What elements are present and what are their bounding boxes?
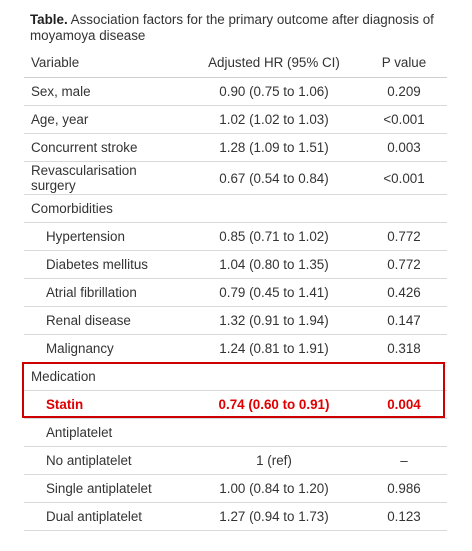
table-section-row: Comorbidities	[24, 195, 447, 223]
table-row: Dual antiplatelet 1.27 (0.94 to 1.73) 0.…	[24, 503, 447, 531]
row-variable: Sex, male	[31, 84, 91, 99]
row-p-value: 0.426	[387, 285, 421, 300]
row-variable: Renal disease	[46, 313, 131, 328]
table-row: Single antiplatelet 1.00 (0.84 to 1.20) …	[24, 475, 447, 503]
caption-label: Table.	[30, 12, 68, 27]
row-hr: 0.67 (0.54 to 0.84)	[219, 170, 329, 186]
table-row: Hypertension 0.85 (0.71 to 1.02) 0.772	[24, 223, 447, 251]
results-table: Variable Adjusted HR (95% CI) P value Se…	[24, 48, 447, 531]
row-variable: Revascularisation surgery	[31, 163, 137, 193]
header-p-value: P value	[381, 55, 427, 70]
row-p-value: 0.318	[387, 341, 421, 356]
section-label: Medication	[31, 369, 96, 384]
row-variable: No antiplatelet	[46, 453, 132, 468]
table-row: Age, year 1.02 (1.02 to 1.03) <0.001	[24, 106, 447, 134]
table-row: No antiplatelet 1 (ref) –	[24, 447, 447, 475]
row-variable: Atrial fibrillation	[46, 285, 137, 300]
row-p-value: 0.004	[387, 397, 421, 412]
row-variable: Concurrent stroke	[31, 140, 138, 155]
table-row-highlighted: Statin 0.74 (0.60 to 0.91) 0.004	[24, 391, 447, 419]
section-label: Comorbidities	[31, 201, 113, 216]
row-hr: 1.27 (0.94 to 1.73)	[219, 509, 329, 524]
row-hr: 0.79 (0.45 to 1.41)	[219, 285, 329, 300]
table-header-row: Variable Adjusted HR (95% CI) P value	[24, 48, 447, 78]
row-p-value: 0.772	[387, 229, 421, 244]
row-hr: 1.24 (0.81 to 1.91)	[219, 341, 329, 356]
row-p-value: 0.209	[387, 84, 421, 99]
row-p-value: 0.123	[387, 509, 421, 524]
row-p-value: <0.001	[383, 112, 425, 127]
row-p-value: 0.772	[387, 257, 421, 272]
row-variable: Single antiplatelet	[46, 481, 152, 496]
table-section-row: Antiplatelet	[24, 419, 447, 447]
table-row: Malignancy 1.24 (0.81 to 1.91) 0.318	[24, 335, 447, 363]
row-variable: Hypertension	[46, 229, 125, 244]
table-row: Concurrent stroke 1.28 (1.09 to 1.51) 0.…	[24, 134, 447, 162]
table-row: Sex, male 0.90 (0.75 to 1.06) 0.209	[24, 78, 447, 106]
row-hr: 1.00 (0.84 to 1.20)	[219, 481, 329, 496]
table-row: Diabetes mellitus 1.04 (0.80 to 1.35) 0.…	[24, 251, 447, 279]
row-hr: 0.74 (0.60 to 0.91)	[218, 397, 330, 412]
header-variable: Variable	[31, 55, 80, 70]
row-hr: 0.90 (0.75 to 1.06)	[219, 84, 329, 99]
header-hr: Adjusted HR (95% CI)	[208, 55, 340, 70]
table-section-row: Medication	[24, 363, 447, 391]
row-hr: 1.02 (1.02 to 1.03)	[219, 112, 329, 127]
row-p-value: 0.986	[387, 481, 421, 496]
row-hr: 1.32 (0.91 to 1.94)	[219, 313, 329, 328]
row-variable: Dual antiplatelet	[46, 509, 143, 524]
row-p-value: 0.003	[387, 140, 421, 155]
table-row: Revascularisation surgery 0.67 (0.54 to …	[24, 162, 447, 195]
row-hr: 1 (ref)	[256, 453, 292, 468]
row-hr: 1.04 (0.80 to 1.35)	[219, 257, 329, 272]
table-row: Renal disease 1.32 (0.91 to 1.94) 0.147	[24, 307, 447, 335]
table-caption: Table. Association factors for the prima…	[30, 12, 450, 44]
row-hr: 0.85 (0.71 to 1.02)	[219, 229, 329, 244]
row-variable: Statin	[46, 397, 84, 412]
row-variable: Age, year	[31, 112, 89, 127]
row-variable: Diabetes mellitus	[46, 257, 148, 272]
row-p-value: 0.147	[387, 313, 421, 328]
row-hr: 1.28 (1.09 to 1.51)	[219, 140, 329, 155]
row-p-value: –	[400, 453, 408, 468]
row-variable: Malignancy	[46, 341, 114, 356]
caption-text: Association factors for the primary outc…	[30, 12, 434, 43]
row-p-value: <0.001	[383, 170, 425, 186]
section-label: Antiplatelet	[46, 425, 113, 440]
table-row: Atrial fibrillation 0.79 (0.45 to 1.41) …	[24, 279, 447, 307]
